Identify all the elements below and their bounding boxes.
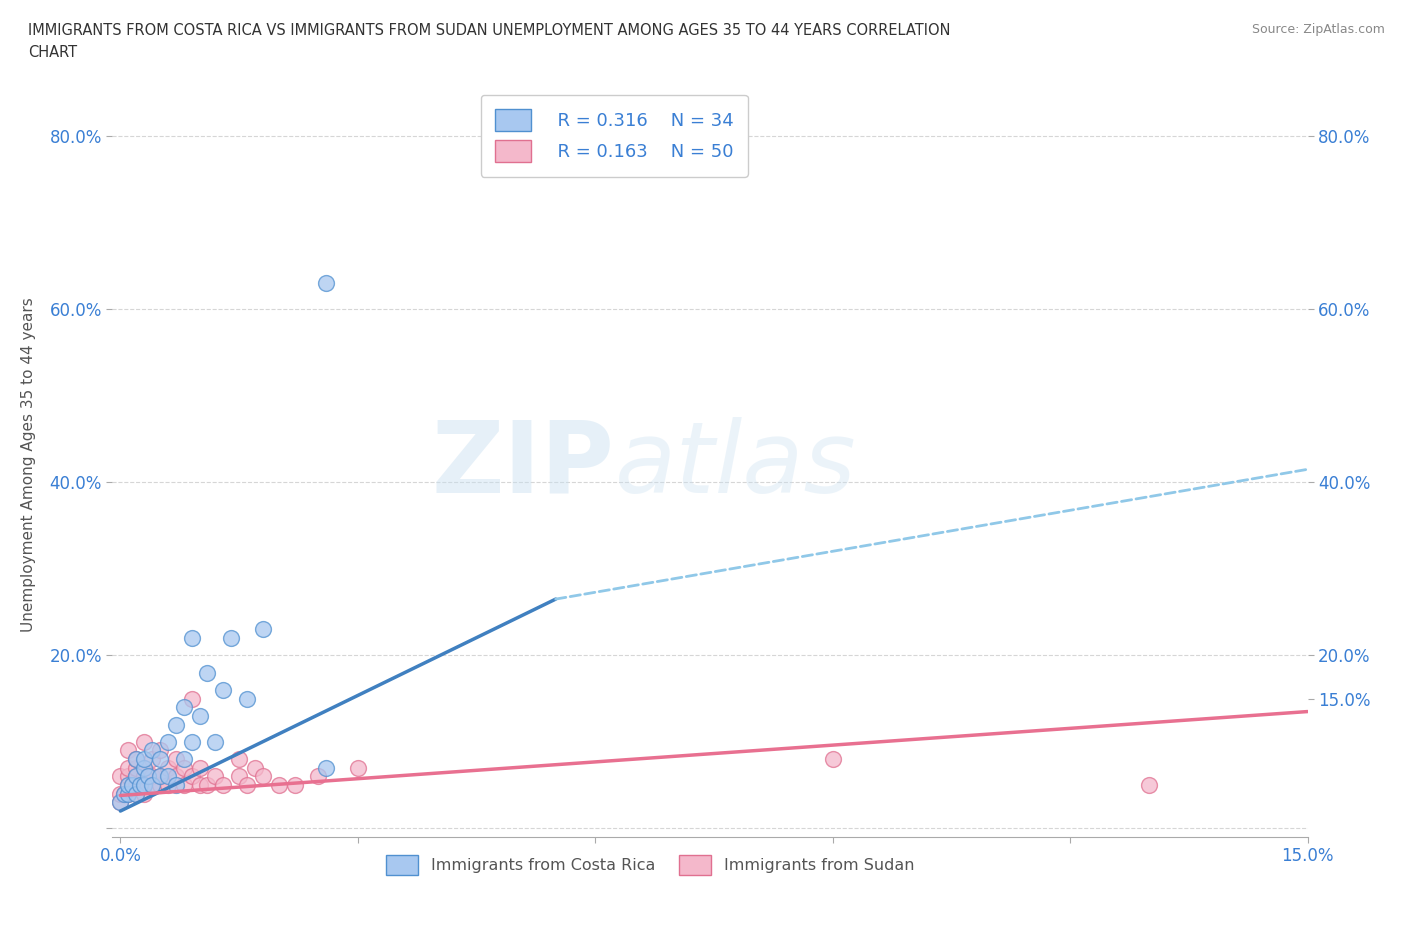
Point — [165, 717, 187, 732]
Point — [117, 761, 139, 776]
Point — [283, 777, 305, 792]
Point — [134, 777, 156, 792]
Point — [307, 769, 329, 784]
Point — [149, 743, 172, 758]
Point — [134, 761, 156, 776]
Point — [173, 777, 195, 792]
Point — [121, 777, 143, 792]
Point — [188, 709, 211, 724]
Point — [117, 777, 139, 792]
Point — [117, 743, 139, 758]
Point — [134, 777, 156, 792]
Point — [315, 761, 337, 776]
Text: CHART: CHART — [28, 45, 77, 60]
Point — [173, 699, 195, 714]
Point — [165, 751, 187, 766]
Point — [149, 777, 172, 792]
Point — [141, 743, 163, 758]
Point — [228, 769, 250, 784]
Point — [212, 777, 235, 792]
Point — [180, 769, 202, 784]
Point — [110, 769, 132, 784]
Point — [141, 777, 163, 792]
Point — [125, 761, 148, 776]
Point — [219, 631, 242, 645]
Point — [243, 761, 266, 776]
Point — [180, 691, 202, 706]
Point — [228, 751, 250, 766]
Point — [125, 786, 148, 801]
Point — [121, 777, 143, 792]
Point — [197, 665, 219, 680]
Point — [136, 769, 159, 784]
Text: Source: ZipAtlas.com: Source: ZipAtlas.com — [1251, 23, 1385, 36]
Point — [204, 735, 226, 750]
Point — [117, 769, 139, 784]
Point — [117, 786, 139, 801]
Point — [156, 777, 179, 792]
Point — [141, 777, 163, 792]
Point — [112, 786, 135, 801]
Point — [267, 777, 290, 792]
Point — [110, 795, 132, 810]
Legend: Immigrants from Costa Rica, Immigrants from Sudan: Immigrants from Costa Rica, Immigrants f… — [380, 849, 921, 881]
Point — [165, 777, 187, 792]
Point — [125, 751, 148, 766]
Point — [112, 786, 135, 801]
Point — [173, 761, 195, 776]
Point — [117, 777, 139, 792]
Point — [129, 777, 152, 792]
Point — [125, 751, 148, 766]
Point — [134, 735, 156, 750]
Point — [204, 769, 226, 784]
Point — [125, 777, 148, 792]
Point — [212, 683, 235, 698]
Point — [165, 769, 187, 784]
Point — [134, 761, 156, 776]
Point — [134, 769, 156, 784]
Point — [252, 622, 274, 637]
Point — [125, 769, 148, 784]
Y-axis label: Unemployment Among Ages 35 to 44 years: Unemployment Among Ages 35 to 44 years — [21, 298, 35, 632]
Point — [149, 751, 172, 766]
Point — [821, 751, 844, 766]
Point — [188, 777, 211, 792]
Point — [125, 769, 148, 784]
Point — [134, 786, 156, 801]
Point — [197, 777, 219, 792]
Point — [110, 795, 132, 810]
Point — [141, 751, 163, 766]
Point — [236, 777, 259, 792]
Point — [110, 786, 132, 801]
Point — [117, 786, 139, 801]
Point — [252, 769, 274, 784]
Point — [125, 786, 148, 801]
Point — [347, 761, 370, 776]
Point — [156, 761, 179, 776]
Point — [188, 761, 211, 776]
Point — [141, 769, 163, 784]
Point — [1137, 777, 1160, 792]
Point — [315, 276, 337, 291]
Point — [180, 631, 202, 645]
Text: IMMIGRANTS FROM COSTA RICA VS IMMIGRANTS FROM SUDAN UNEMPLOYMENT AMONG AGES 35 T: IMMIGRANTS FROM COSTA RICA VS IMMIGRANTS… — [28, 23, 950, 38]
Point — [156, 769, 179, 784]
Text: ZIP: ZIP — [432, 417, 614, 513]
Point — [134, 751, 156, 766]
Point — [149, 769, 172, 784]
Point — [180, 735, 202, 750]
Point — [236, 691, 259, 706]
Text: atlas: atlas — [614, 417, 856, 513]
Point — [156, 735, 179, 750]
Point — [173, 751, 195, 766]
Point — [149, 769, 172, 784]
